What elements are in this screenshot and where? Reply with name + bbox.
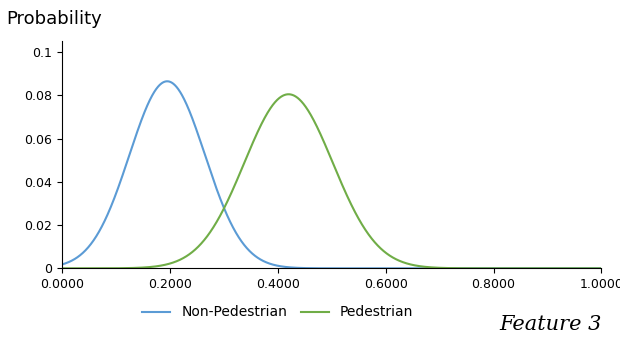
Legend: Non-Pedestrian, Pedestrian: Non-Pedestrian, Pedestrian: [137, 300, 418, 325]
Pedestrian: [582, 266, 590, 270]
Pedestrian: [582, 266, 590, 270]
Non-Pedestrian: [86, 244, 93, 248]
Pedestrian: [598, 266, 605, 270]
Non-Pedestrian: [164, 79, 171, 83]
Text: Feature 3: Feature 3: [499, 315, 601, 334]
Pedestrian: [321, 141, 328, 146]
Line: Pedestrian: Pedestrian: [62, 94, 601, 268]
Pedestrian: [285, 92, 293, 96]
Non-Pedestrian: [598, 266, 605, 270]
Line: Non-Pedestrian: Non-Pedestrian: [62, 81, 601, 268]
Pedestrian: [58, 266, 66, 270]
Non-Pedestrian: [321, 266, 328, 270]
Non-Pedestrian: [306, 266, 314, 270]
Non-Pedestrian: [582, 266, 590, 270]
Non-Pedestrian: [58, 262, 66, 267]
Non-Pedestrian: [582, 266, 590, 270]
Pedestrian: [306, 112, 314, 116]
Pedestrian: [483, 266, 490, 270]
Pedestrian: [86, 266, 93, 270]
Text: Probability: Probability: [6, 10, 102, 28]
Non-Pedestrian: [483, 266, 490, 270]
